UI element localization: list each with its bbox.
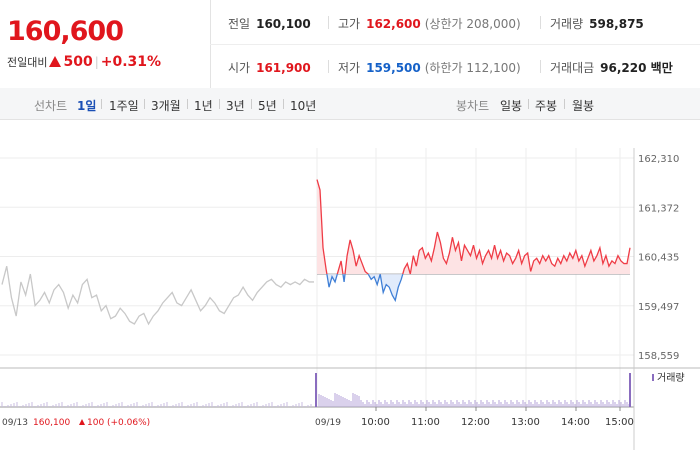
lower-limit: (하한가 112,100) bbox=[424, 61, 521, 75]
tab-period-1w[interactable]: 1주일 bbox=[109, 99, 139, 113]
low-value: 159,500 bbox=[366, 61, 421, 75]
price-tick-label: 160,435 bbox=[638, 253, 679, 264]
time-tick-label: 15:00 bbox=[605, 417, 634, 428]
time-tick-label: 11:00 bbox=[411, 417, 440, 428]
divider bbox=[283, 99, 284, 109]
volume-legend-label: 거래량 bbox=[657, 372, 685, 384]
divider bbox=[101, 99, 102, 109]
price-line-down bbox=[326, 274, 411, 303]
tab-period-10y[interactable]: 10년 bbox=[290, 99, 317, 113]
time-tick-label: 10:00 bbox=[361, 417, 390, 428]
tab-candle-daily[interactable]: 일봉 bbox=[500, 99, 523, 113]
prev-close-label: 전일 bbox=[228, 17, 251, 31]
divider bbox=[564, 99, 565, 109]
volume-value: 598,875 bbox=[589, 17, 644, 31]
high-stat: 고가 162,600 (상한가 208,000) bbox=[328, 15, 521, 32]
time-tick-label: 14:00 bbox=[561, 417, 590, 428]
high-value: 162,600 bbox=[366, 17, 421, 31]
current-price: 160,600 bbox=[7, 16, 124, 47]
trade-value-stat: 거래대금 96,220 백만 bbox=[540, 59, 673, 76]
line-chart-label: 선차트 bbox=[34, 99, 68, 113]
price-chart: 162,310 161,372 160,435 159,497 158,559 09/1… bbox=[0, 148, 700, 450]
low-stat: 저가 159,500 (하한가 112,100) bbox=[328, 59, 521, 76]
price-stats: 전일 160,100 고가 162,600 (상한가 208,000) 거래량 598,… bbox=[210, 0, 700, 88]
high-label: 고가 bbox=[338, 17, 361, 31]
tab-candle-weekly[interactable]: 주봉 bbox=[535, 99, 558, 113]
price-summary: 160,600 전일대비 500 | +0.31% bbox=[0, 0, 211, 88]
open-stat: 시가 161,900 bbox=[228, 59, 311, 76]
up-triangle-icon bbox=[79, 419, 85, 425]
price-area-up bbox=[317, 179, 630, 275]
prev-session-change: 100 bbox=[87, 418, 104, 428]
prev-close-stat: 전일 160,100 bbox=[228, 15, 311, 32]
price-change: 전일대비 500 | +0.31% bbox=[7, 54, 161, 70]
time-tick-label: 13:00 bbox=[511, 417, 540, 428]
price-tick-label: 159,497 bbox=[638, 302, 679, 313]
candle-chart-label: 봉차트 bbox=[456, 99, 490, 113]
tab-candle-monthly[interactable]: 월봉 bbox=[572, 99, 595, 113]
price-tick-label: 161,372 bbox=[638, 203, 679, 214]
change-label: 전일대비 bbox=[7, 56, 48, 69]
prev-close-value: 160,100 bbox=[256, 17, 311, 31]
trade-value-label: 거래대금 bbox=[550, 61, 595, 75]
divider bbox=[144, 99, 145, 109]
change-amount: 500 bbox=[63, 54, 93, 70]
session-date-label: 09/19 bbox=[315, 418, 341, 428]
time-axis: 09/19 10:00 11:00 12:00 13:00 14:00 15:00 bbox=[315, 407, 634, 428]
tab-period-5y[interactable]: 5년 bbox=[258, 99, 277, 113]
tab-period-3m[interactable]: 3개월 bbox=[151, 99, 181, 113]
up-triangle-icon bbox=[49, 56, 62, 67]
open-value: 161,900 bbox=[256, 61, 311, 75]
volume-stat: 거래량 598,875 bbox=[540, 15, 644, 32]
tab-period-1y[interactable]: 1년 bbox=[194, 99, 213, 113]
price-tick-label: 162,310 bbox=[638, 154, 679, 165]
divider bbox=[528, 99, 529, 109]
time-tick-label: 12:00 bbox=[461, 417, 490, 428]
quote-header: 160,600 전일대비 500 | +0.31% 전일 160,100 고가 162,6… bbox=[0, 0, 700, 89]
divider: | bbox=[94, 55, 99, 69]
upper-limit: (상한가 208,000) bbox=[424, 17, 521, 31]
divider bbox=[187, 99, 188, 109]
stats-row: 시가 161,900 저가 159,500 (하한가 112,100) 거래대금 96,… bbox=[210, 44, 700, 88]
volume-bars bbox=[1, 373, 631, 407]
chart-tabs: 선차트 1일 1주일 3개월 1년 3년 5년 10년 봉차트 일봉 주봉 월봉 bbox=[0, 88, 700, 120]
prev-session-date: 09/13 bbox=[2, 418, 28, 428]
open-label: 시가 bbox=[228, 61, 251, 75]
price-line-up bbox=[316, 179, 631, 275]
volume-legend-swatch bbox=[652, 374, 654, 381]
change-rate: +0.31% bbox=[100, 54, 162, 70]
prev-session-line bbox=[1, 266, 314, 326]
tab-period-1d[interactable]: 1일 bbox=[77, 99, 97, 113]
prev-session-close: 160,100 bbox=[33, 418, 70, 428]
divider bbox=[219, 99, 220, 109]
volume-label: 거래량 bbox=[550, 17, 584, 31]
tab-period-3y[interactable]: 3년 bbox=[226, 99, 245, 113]
price-area-down bbox=[317, 274, 630, 301]
divider bbox=[251, 99, 252, 109]
low-label: 저가 bbox=[338, 61, 361, 75]
prev-session-rate: (+0.06%) bbox=[107, 418, 150, 428]
price-lines bbox=[1, 179, 631, 326]
price-tick-label: 158,559 bbox=[638, 351, 679, 362]
trade-value-value: 96,220 백만 bbox=[600, 61, 673, 75]
price-axis: 162,310 161,372 160,435 159,497 158,559 bbox=[638, 154, 679, 362]
stats-row: 전일 160,100 고가 162,600 (상한가 208,000) 거래량 598,… bbox=[210, 0, 700, 45]
